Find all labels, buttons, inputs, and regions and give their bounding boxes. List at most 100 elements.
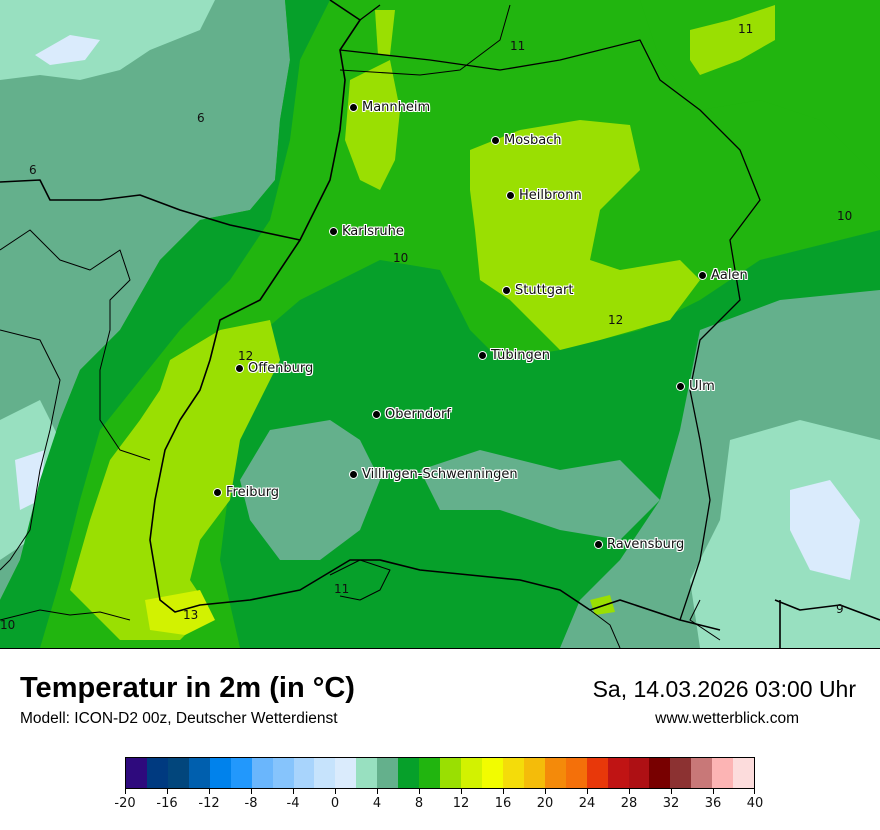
city-marker-heilbronn[interactable]: Heilbronn	[506, 188, 582, 203]
colorbar-segment	[481, 758, 503, 788]
contour-label: 10	[837, 209, 853, 223]
city-label: Mannheim	[362, 100, 431, 115]
contour-label: 6	[197, 111, 205, 125]
colorbar-segment	[691, 758, 713, 788]
colorbar-segment	[209, 758, 231, 788]
colorbar-tick	[167, 789, 168, 794]
city-marker-oberndorf[interactable]: Oberndorf	[372, 407, 451, 422]
colorbar-tick-label: 4	[372, 796, 382, 811]
colorbar-tick-label: 32	[662, 796, 680, 811]
city-dot-icon	[213, 488, 222, 497]
colorbar-tick	[671, 789, 672, 794]
temperature-map: 6 6 11 11 10 10 12 12 11 13 10 9 Mannhei…	[0, 0, 880, 649]
colorbar-tick	[545, 789, 546, 794]
colorbar-segment	[419, 758, 441, 788]
city-label: Oberndorf	[385, 407, 451, 422]
colorbar-segment	[146, 758, 168, 788]
city-dot-icon	[478, 351, 487, 360]
city-dot-icon	[594, 540, 603, 549]
colorbar-tick-label: 40	[746, 796, 764, 811]
colorbar-tick	[461, 789, 462, 794]
map-title: Temperatur in 2m (in °C)	[20, 672, 355, 704]
city-marker-mannheim[interactable]: Mannheim	[349, 100, 430, 115]
colorbar-segment	[167, 758, 189, 788]
city-marker-freiburg[interactable]: Freiburg	[213, 485, 279, 500]
contour-label: 12	[238, 349, 254, 363]
colorbar-segment	[398, 758, 420, 788]
city-marker-aalen[interactable]: Aalen	[698, 268, 748, 283]
contour-label: 6	[29, 163, 37, 177]
contour-label: 13	[183, 608, 199, 622]
colorbar-tick	[419, 789, 420, 794]
city-label: Aalen	[711, 268, 748, 283]
colorbar-tick-label: 24	[578, 796, 596, 811]
city-marker-karlsruhe[interactable]: Karlsruhe	[329, 224, 404, 239]
colorbar-tick	[503, 789, 504, 794]
city-marker-stuttgart[interactable]: Stuttgart	[502, 283, 573, 298]
colorbar-tick-label: -20	[114, 796, 136, 811]
city-marker-mosbach[interactable]: Mosbach	[491, 133, 562, 148]
colorbar-segment	[586, 758, 608, 788]
city-dot-icon	[372, 410, 381, 419]
temperature-field	[0, 0, 880, 648]
city-marker-tuebingen[interactable]: Tübingen	[478, 348, 550, 363]
colorbar-tick	[377, 789, 378, 794]
colorbar-segment	[377, 758, 399, 788]
contour-label: 11	[738, 22, 754, 36]
colorbar-segment	[544, 758, 566, 788]
city-dot-icon	[349, 103, 358, 112]
colorbar-tick	[587, 789, 588, 794]
contour-label: 11	[510, 39, 526, 53]
colorbar-segment	[565, 758, 587, 788]
colorbar-segment	[461, 758, 482, 788]
colorbar-ticks: -20 -16 -12 -8 -4 0 4 8 12 16 20 24 28 32 36 40	[114, 789, 763, 819]
colorbar-tick-label: 12	[452, 796, 470, 811]
colorbar-segment	[670, 758, 692, 788]
colorbar-segment	[649, 758, 671, 788]
city-label: Offenburg	[248, 361, 314, 376]
colorbar-tick-label: 16	[494, 796, 512, 811]
colorbar-segment	[628, 758, 650, 788]
contour-label: 10	[0, 618, 16, 632]
colorbar-segment	[733, 758, 755, 788]
colorbar-tick-label: 36	[704, 796, 722, 811]
colorbar-segment	[188, 758, 210, 788]
colorbar-tick-label: -4	[286, 796, 300, 811]
city-dot-icon	[506, 191, 515, 200]
colorbar-tick-label: 28	[620, 796, 638, 811]
colorbar-segment	[126, 758, 147, 788]
city-marker-ulm[interactable]: Ulm	[676, 379, 715, 394]
colorbar-tick-label: -12	[198, 796, 220, 811]
city-label: Stuttgart	[515, 283, 574, 298]
colorbar-segment	[523, 758, 545, 788]
colorbar-segment	[440, 758, 461, 788]
city-dot-icon	[235, 364, 244, 373]
city-label: Karlsruhe	[342, 224, 404, 239]
colorbar-tick-label: -8	[244, 796, 258, 811]
city-marker-ravensburg[interactable]: Ravensburg	[594, 537, 684, 552]
city-label: Ravensburg	[607, 537, 685, 552]
colorbar-segment	[272, 758, 294, 788]
city-label: Ulm	[689, 379, 715, 394]
city-dot-icon	[502, 286, 511, 295]
contour-label: 12	[608, 313, 624, 327]
colorbar-tick	[335, 789, 336, 794]
city-dot-icon	[329, 227, 338, 236]
website-link[interactable]: www.wetterblick.com	[655, 710, 799, 727]
colorbar-tick-label: 0	[330, 796, 340, 811]
colorbar-segment	[607, 758, 629, 788]
temperature-colorbar	[125, 757, 755, 789]
city-label: Villingen-Schwenningen	[362, 467, 518, 482]
city-marker-offenburg[interactable]: Offenburg	[235, 361, 313, 376]
city-marker-villingen-schwenningen[interactable]: Villingen-Schwenningen	[349, 467, 518, 482]
city-dot-icon	[698, 271, 707, 280]
contour-label: 9	[836, 602, 844, 616]
colorbar-tick-label: 20	[536, 796, 554, 811]
contour-label: 11	[334, 582, 350, 596]
colorbar-tick	[209, 789, 210, 794]
colorbar-segment	[230, 758, 252, 788]
colorbar-segment	[712, 758, 734, 788]
colorbar-segment	[356, 758, 378, 788]
colorbar-segment	[314, 758, 336, 788]
colorbar-segment	[335, 758, 357, 788]
